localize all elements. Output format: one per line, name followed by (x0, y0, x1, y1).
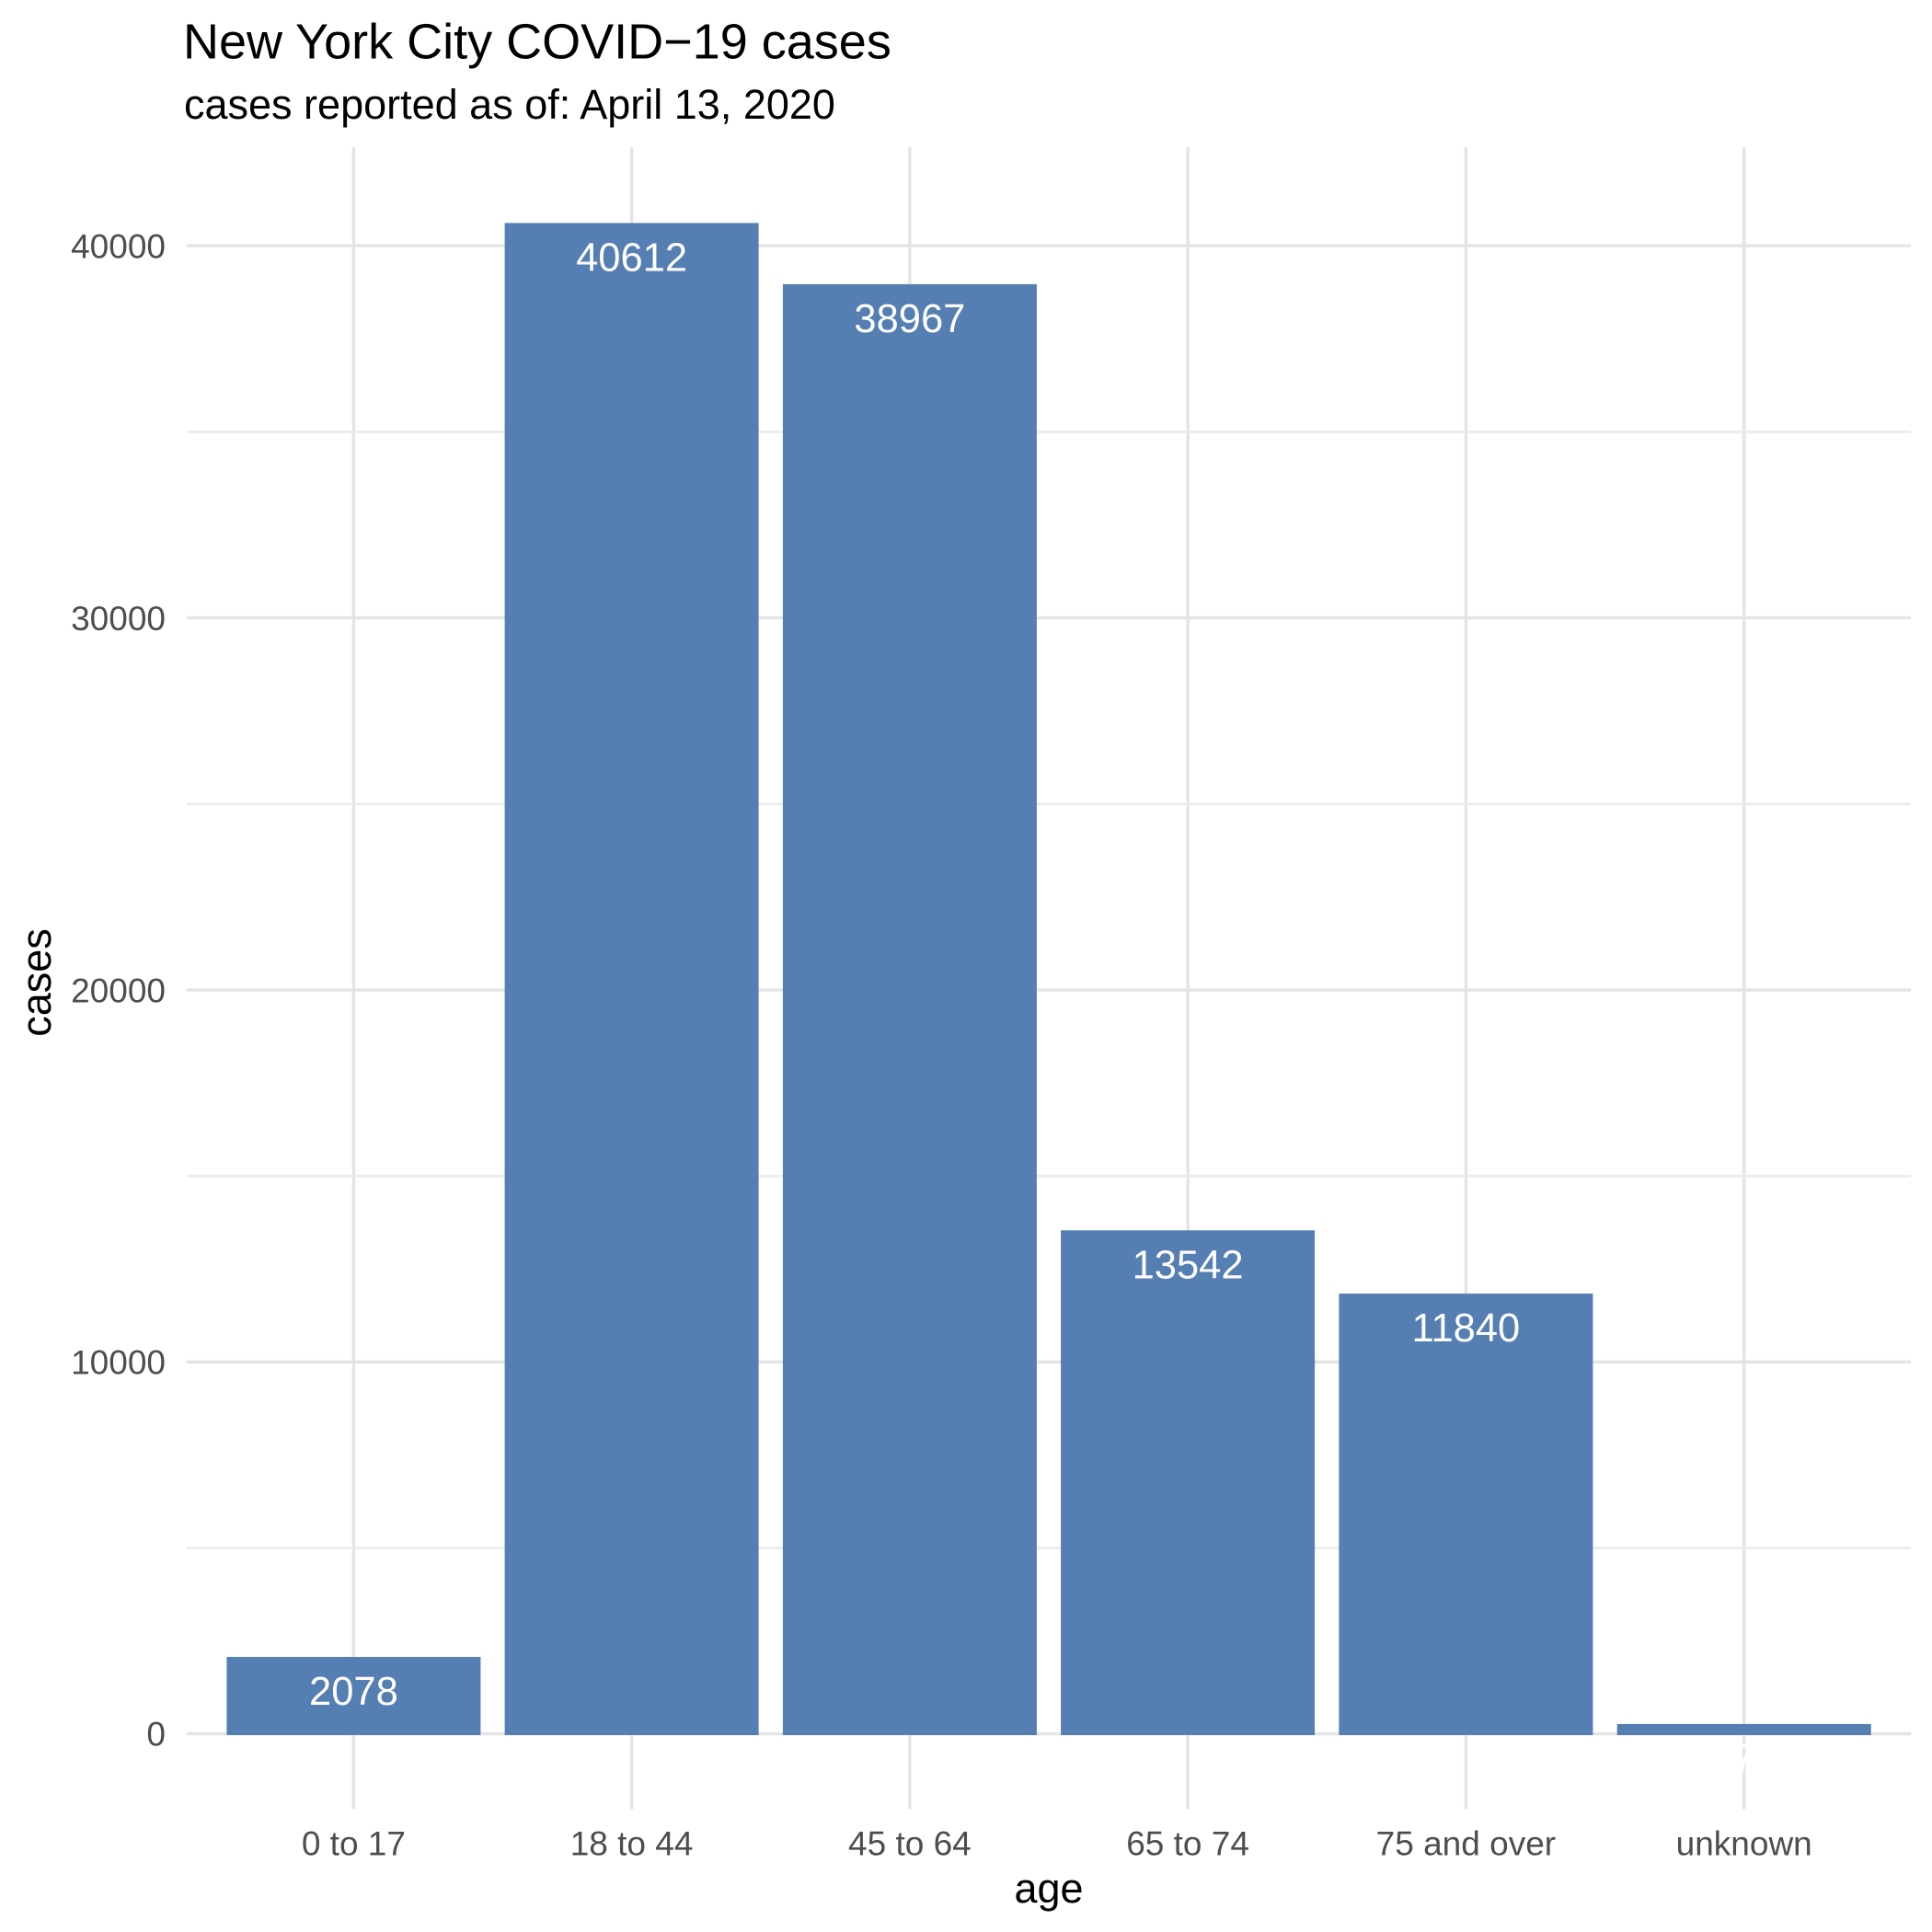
svg-text:40612: 40612 (576, 236, 687, 280)
svg-text:30000: 30000 (71, 600, 166, 638)
svg-text:10000: 10000 (71, 1344, 166, 1382)
svg-text:45 to 64: 45 to 64 (848, 1825, 972, 1863)
svg-text:18 to 44: 18 to 44 (570, 1825, 694, 1863)
svg-text:0 to 17: 0 to 17 (302, 1825, 406, 1863)
svg-text:New York City COVID−19 cases: New York City COVID−19 cases (183, 14, 891, 69)
svg-text:11840: 11840 (1412, 1306, 1521, 1351)
svg-text:cases: cases (13, 928, 60, 1037)
svg-text:75 and over: 75 and over (1376, 1825, 1556, 1863)
svg-text:2078: 2078 (309, 1670, 398, 1714)
svg-text:38967: 38967 (854, 297, 965, 341)
svg-text:cases reported as of: April 13: cases reported as of: April 13, 2020 (184, 81, 835, 128)
svg-text:0: 0 (146, 1716, 166, 1754)
svg-text:age: age (1014, 1865, 1083, 1912)
svg-text:20000: 20000 (71, 972, 166, 1009)
svg-text:13542: 13542 (1133, 1243, 1244, 1287)
svg-text:unknown: unknown (1676, 1825, 1812, 1863)
svg-text:40000: 40000 (71, 227, 166, 265)
svg-text:274: 274 (1710, 1737, 1777, 1781)
svg-text:65 to 74: 65 to 74 (1126, 1825, 1249, 1863)
